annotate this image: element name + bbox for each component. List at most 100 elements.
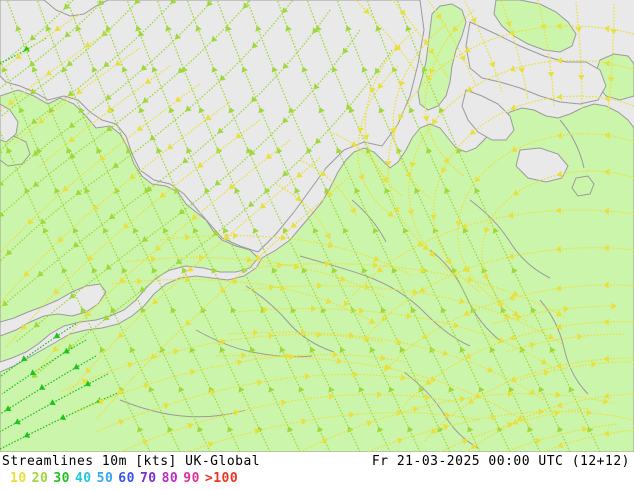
streamline-arrow [410,307,417,314]
streamline-arrow [422,244,429,251]
streamline-arrow [138,107,145,114]
legend-entry-50[interactable]: 50 [96,471,114,486]
legend-entry-80[interactable]: 80 [161,471,179,486]
streamline-arrow [280,234,287,242]
streamline-arrow [397,409,403,416]
streamline-arrow [249,346,256,354]
streamline-arrow [581,426,588,433]
streamline-arrow [282,62,289,69]
streamline-arrow [349,207,356,214]
streamline-arrow [388,386,395,393]
streamline [396,0,601,452]
streamlines-weather-map[interactable] [0,0,634,452]
streamline-arrow [105,94,112,100]
streamline-arrow [39,384,46,390]
streamline-arrow [482,274,489,281]
streamline-arrow [331,267,338,274]
streamline-arrow [15,25,22,32]
streamline-arrow [467,426,474,433]
streamline-arrow [507,390,514,398]
streamline-arrow [91,66,98,73]
streamline-arrow [167,426,174,433]
streamline-arrow [27,218,34,225]
streamline-arrow [106,125,113,132]
streamline-arrow [181,267,188,274]
streamline-arrow [127,361,134,369]
streamline-arrow [352,371,359,378]
legend-entry-40[interactable]: 40 [74,471,92,486]
streamline-arrow [54,187,61,194]
streamline-arrow [289,353,295,361]
streamline-arrow [18,107,25,114]
streamline-arrow [232,278,239,285]
streamline-arrow [170,307,177,314]
streamline-arrow [455,220,462,227]
streamline-arrow [109,213,116,220]
legend-entry-70[interactable]: 70 [139,471,157,486]
streamline-arrow [381,315,388,322]
streamline-arrow [452,321,459,329]
internal-border-7 [119,399,247,418]
streamline-arrow [271,267,278,274]
streamline-arrow [426,147,433,154]
streamline-arrow [556,57,563,64]
streamline-arrow [317,426,324,433]
streamline-arrow [376,391,383,398]
land-island-bornholm [571,175,595,197]
streamline-arrow [535,437,542,445]
streamline-arrow [175,96,182,103]
streamline-arrow [105,25,112,32]
streamline-arrow [118,331,125,338]
streamline-arrow [59,414,67,421]
streamline-arrow [189,369,196,376]
streamline-arrow [96,147,103,154]
streamline-arrow [29,34,37,41]
internal-border-3 [195,329,313,358]
streamline-arrow [69,152,76,159]
wind-speed-legend[interactable]: 10 20 30 40 50 60 70 80 90 >100 [10,471,243,486]
legend-entry-20[interactable]: 20 [31,471,49,486]
streamline-arrow [327,190,334,197]
streamline-arrow [604,168,610,176]
streamline-arrow [173,348,180,355]
streamline-arrow [354,187,361,194]
streamline-arrow [98,399,105,406]
streamline-arrow [251,96,258,103]
streamline-arrow [150,352,158,360]
streamline-arrow [602,397,609,405]
streamline [519,361,634,381]
legend-entry-30[interactable]: 30 [53,471,70,486]
streamline-arrow [393,206,400,213]
legend-entry-10[interactable]: 10 [10,471,27,486]
streamline-arrow [143,382,150,389]
legend-entry-gt100[interactable]: >100 [204,471,239,486]
streamline-arrow [577,333,583,341]
streamline-arrow [103,314,110,321]
streamline-arrow [45,25,52,32]
legend-entry-90[interactable]: 90 [183,471,200,486]
streamline-arrow [405,25,412,32]
streamline-arrow [319,170,326,177]
streamline-arrow [342,47,349,54]
streamline [329,131,389,185]
streamline-arrow [227,426,234,433]
streamline-arrow [508,211,514,219]
streamline-arrow [197,426,204,433]
streamline-arrow [208,386,215,393]
legend-entry-60[interactable]: 60 [118,471,135,486]
streamline-arrow [507,421,514,429]
streamline-arrow [0,180,5,186]
streamline-arrow [279,284,286,292]
streamline-arrow [139,286,146,292]
streamline-arrow [6,249,13,256]
streamline-arrow [80,307,87,314]
streamline [1,339,87,395]
streamline-arrow [78,107,85,114]
streamline-arrow [508,252,515,260]
streamline-arrow [540,24,547,30]
streamline [0,0,214,185]
streamline-arrow [87,254,94,261]
streamline-arrow [185,276,191,283]
streamline [0,101,231,305]
streamline-arrow [518,67,525,74]
